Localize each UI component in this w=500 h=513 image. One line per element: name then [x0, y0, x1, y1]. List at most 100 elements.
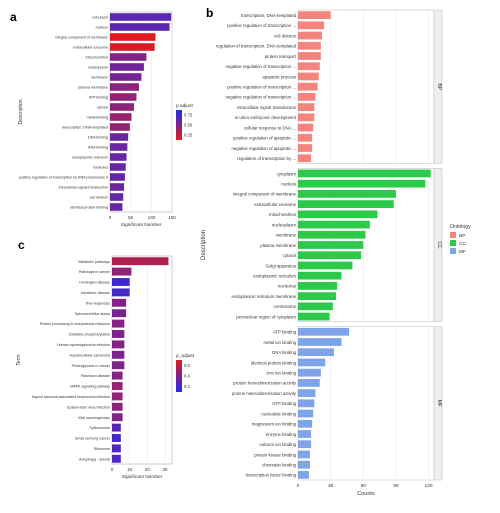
bar: [298, 292, 337, 300]
category-label: membrane: [275, 233, 296, 238]
category-label: membrane: [91, 76, 108, 80]
category-label: Epstein-Barr virus infection: [67, 405, 110, 409]
category-label: identical protein binding: [251, 360, 297, 365]
category-label: identical protein binding: [70, 206, 108, 210]
category-label: Kaposi sarcoma-associated herpesvirus in…: [32, 395, 110, 399]
facet-label: MF: [436, 400, 442, 407]
x-tick-label: 50: [128, 215, 134, 220]
bar: [298, 302, 333, 311]
bar: [112, 382, 123, 390]
x-tick-label: 20: [145, 467, 151, 472]
category-label: ATP binding: [89, 96, 108, 100]
bar: [110, 183, 125, 191]
bar: [112, 278, 130, 286]
category-label: Parkinson disease: [81, 374, 110, 378]
bar: [112, 267, 132, 276]
bar: [110, 23, 170, 31]
bar: [112, 309, 127, 318]
category-label: RNA binding: [88, 146, 108, 150]
bar: [298, 368, 321, 377]
bar: [110, 73, 142, 81]
facet-strip: [433, 9, 443, 164]
bar: [298, 190, 396, 198]
legend-label: CC: [459, 241, 466, 247]
x-axis-title: Significant Number: [121, 222, 162, 228]
bar: [112, 444, 121, 453]
x-tick-label: 0: [111, 467, 114, 472]
facet-strip: [433, 326, 443, 481]
category-label: magnesium ion binding: [252, 422, 297, 427]
legend-tick-label: 0.4: [184, 374, 190, 379]
category-label: intracellular signal transduction: [59, 186, 108, 190]
x-tick-label: 10: [127, 467, 133, 472]
x-tick-label: 30: [328, 483, 334, 489]
bar: [298, 348, 334, 357]
category-label: negative regulation of transcription ...: [226, 64, 296, 69]
category-label: endoplasmic reticulum membrane: [232, 294, 297, 299]
bar: [298, 93, 316, 101]
category-label: Viral carcinogenesis: [78, 416, 110, 420]
legend-tick-label: 0.25: [184, 133, 193, 138]
bar: [110, 83, 139, 91]
plot-area: [111, 255, 173, 465]
bar: [298, 21, 325, 30]
bar: [298, 52, 321, 60]
category-label: cell division: [90, 196, 108, 200]
bar: [110, 163, 126, 171]
bar: [298, 419, 313, 428]
bar: [298, 471, 309, 479]
category-label: endoplasmic reticulum: [72, 156, 108, 160]
x-tick-label: 0: [109, 215, 112, 220]
x-tick-label: 100: [148, 215, 156, 220]
bar: [110, 113, 132, 121]
category-label: transcription, DNA-templated: [241, 13, 297, 18]
x-tick-label: 60: [361, 483, 367, 489]
bar: [298, 379, 320, 387]
category-label: regulation of transcription, DNA-templat…: [216, 44, 297, 49]
bar: [112, 330, 125, 338]
facet-strip: [433, 168, 443, 322]
bar: [112, 288, 130, 297]
legend-label: BP: [459, 233, 465, 239]
category-label: nucleoplasm: [88, 66, 108, 70]
bar: [110, 133, 129, 141]
bar: [298, 169, 431, 178]
category-label: chromatin binding: [262, 463, 297, 468]
category-label: cellular response to DNA ...: [244, 125, 296, 130]
bar: [112, 392, 123, 401]
bar: [112, 423, 121, 432]
category-label: Protein processing in endoplasmic reticu…: [40, 322, 110, 326]
chart-b-go-ontology-bar: BP transcription, DNA-templated positive r…: [201, 9, 471, 497]
category-label: Hepatocellular carcinoma: [69, 353, 110, 357]
category-label: cell plasm: [92, 16, 108, 20]
category-label: endoplasmic reticulum: [253, 274, 296, 279]
category-label: zinc ion binding: [266, 371, 296, 376]
bar: [298, 327, 350, 336]
category-label: integral component of membrane: [55, 36, 108, 40]
bar: [110, 63, 144, 71]
bar: [112, 340, 125, 349]
bar: [112, 434, 121, 442]
x-tick-label: 150: [168, 215, 176, 220]
category-label: DNA binding: [88, 136, 108, 140]
category-label: negative regulation of transcription ...: [226, 95, 296, 100]
category-label: protein heterodimerization activity: [232, 391, 297, 396]
x-tick-label: 90: [393, 483, 399, 489]
bar: [298, 11, 331, 19]
bar: [112, 402, 123, 411]
x-tick-label: 0: [297, 483, 300, 489]
legend-tick-label: 0.75: [184, 113, 193, 118]
bar: [110, 143, 128, 151]
category-label: Thermogenesis: [85, 301, 110, 305]
category-label: extracellular exosome: [254, 202, 296, 207]
category-label: GTP binding: [272, 401, 296, 406]
category-label: transcription factor binding: [246, 473, 297, 478]
bar: [298, 200, 394, 208]
plot-area: [109, 11, 173, 213]
category-label: Spliceosome: [89, 426, 110, 430]
category-label: Small cell lung cancer: [75, 437, 111, 441]
category-label: Pathways in cancer: [79, 270, 111, 274]
category-label: integral component of membrane: [233, 192, 297, 197]
bar: [298, 241, 364, 249]
bar: [298, 133, 313, 142]
